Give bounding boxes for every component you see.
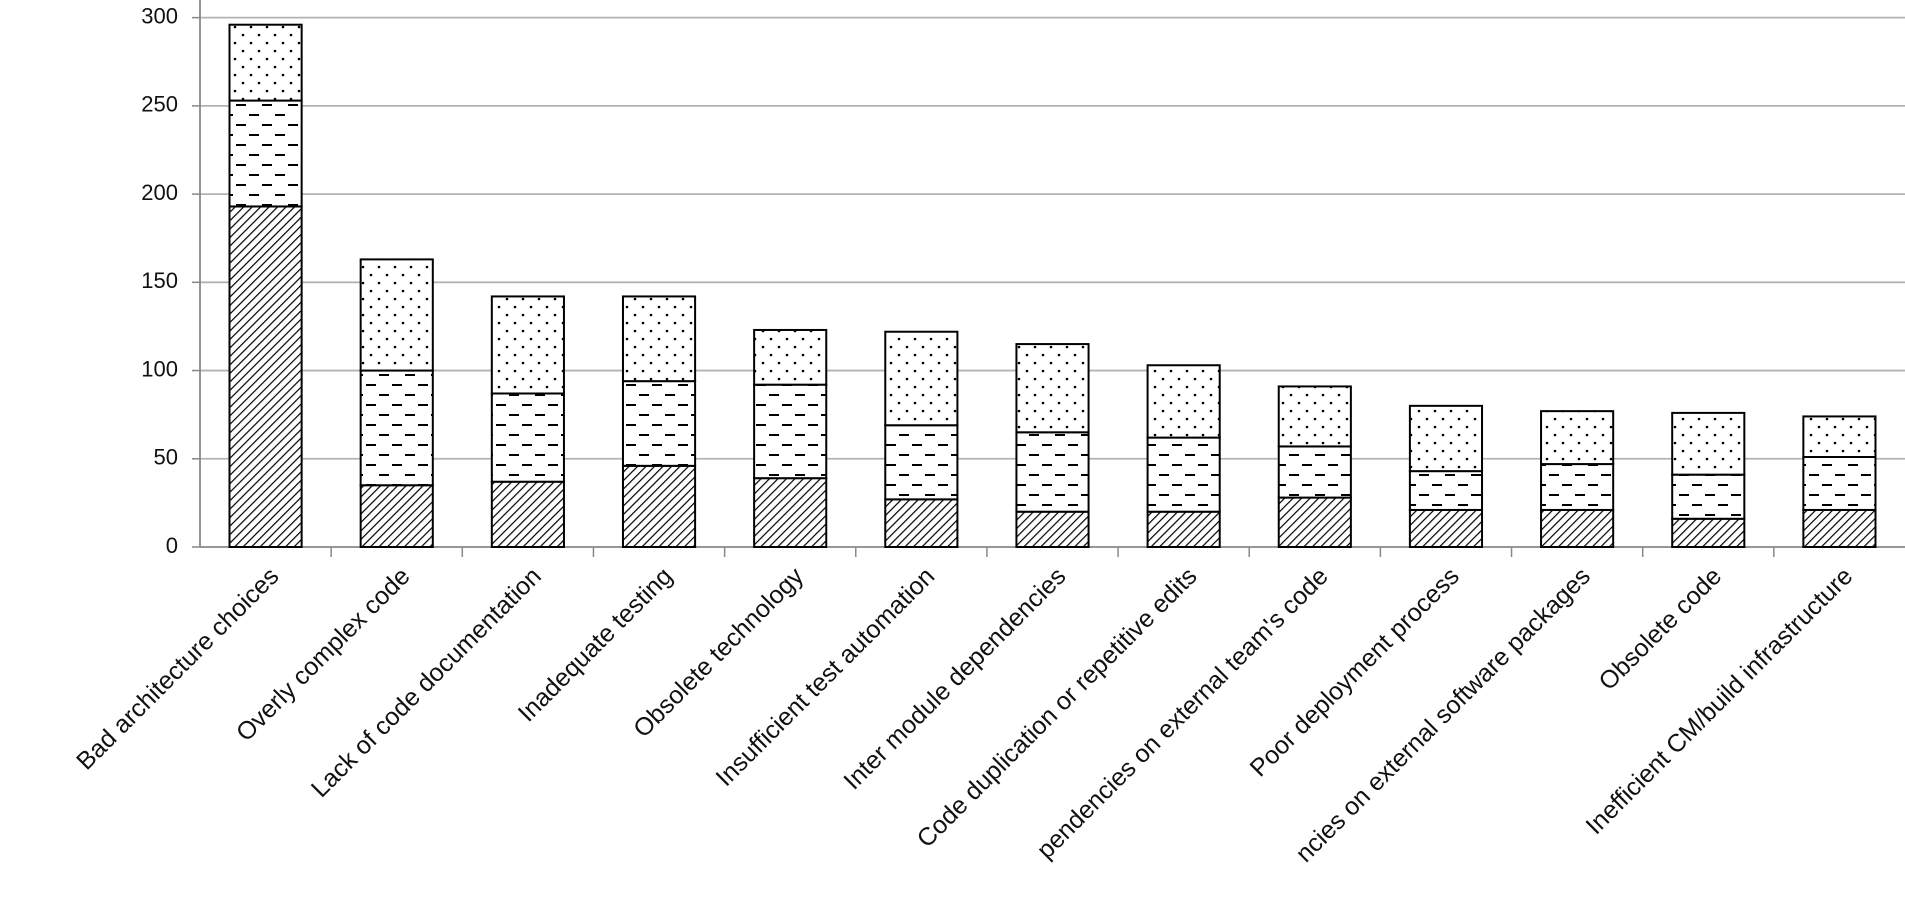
bar-segment [1408,404,1484,473]
x-tick-label: Poor deployment process [1245,562,1465,782]
bar-segment [1671,517,1746,549]
bar-segment [884,498,959,548]
bar-segment [228,205,303,548]
y-tick-label: 200 [141,180,178,205]
bar-segment [753,383,828,480]
bar-segment [1015,343,1090,434]
bar-segment [1802,456,1877,511]
y-tick-label: 0 [166,533,178,558]
bar-segment [1015,431,1090,513]
bar-segment [884,330,959,427]
y-tick-label: 50 [154,445,178,470]
y-tick-label: 100 [141,356,178,381]
x-tick-label: pendencies on external team's code [1031,562,1333,864]
bar-segment [1408,470,1484,511]
bar-segment [359,258,434,372]
x-tick-label: Insufficient test automation [710,562,940,792]
bar-segment [490,480,565,548]
bar-segment [1146,510,1221,549]
bar-segment [1540,410,1615,466]
y-tick-label: 300 [141,3,178,28]
x-tick-label: Inter module dependencies [838,562,1071,795]
bar-segment [1277,496,1352,548]
bar-segment [621,380,697,467]
bar-segment [884,424,959,501]
x-tick-label: Lack of code documentation [306,562,547,803]
x-tick-label: Code duplication or repetitive edits [912,562,1203,853]
bar-segment [621,464,697,548]
bar-segment [1015,510,1090,549]
bar-segment [1146,364,1221,439]
x-tick-label: Obsolete code [1593,562,1727,696]
bar-segment [1277,445,1352,499]
bar-segment [490,295,565,395]
bar-segment [359,484,434,549]
x-tick-label: ncies on external software packages [1290,562,1596,868]
bar-segment [228,23,303,102]
bar-segment [490,392,565,483]
bar-segment [1277,385,1352,448]
bar-segment [1540,508,1615,548]
y-tick-label: 250 [141,92,178,117]
bar-segment [621,295,697,383]
bar-segment [1802,415,1877,459]
bar-segment [1671,411,1746,476]
bar-segment [753,328,828,386]
bar-segment [1408,508,1484,548]
bar-segment [753,477,828,548]
x-tick-label: Inefficient CM/build infrastructure [1580,562,1858,840]
bar-segment [228,99,303,208]
bar-segment [359,369,434,487]
bar-segment [1671,473,1746,520]
bar-segment [1540,463,1615,511]
bar-segment [1146,436,1221,513]
bar-segment [1802,508,1877,548]
y-tick-label: 150 [141,268,178,293]
